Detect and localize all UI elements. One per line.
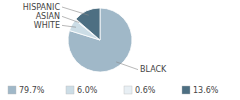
legend-swatch	[182, 86, 190, 94]
pie-slice	[68, 8, 132, 72]
leader-line	[62, 25, 76, 27]
legend-label: 6.0%	[77, 86, 98, 95]
legend-label: 13.6%	[193, 86, 219, 95]
legend-swatch	[124, 86, 132, 94]
legend-swatch	[66, 86, 74, 94]
pie-slice	[76, 8, 100, 40]
chart: HISPANICASIANWHITE BLACK 79.7% 6.0% 0.6% 13.6…	[0, 0, 240, 100]
leader-line	[116, 62, 138, 70]
slice-label: ASIAN	[36, 12, 60, 21]
slice-labels: HISPANICASIANWHITE BLACK	[23, 3, 167, 75]
legend: 79.7% 6.0% 0.6% 13.6%	[8, 86, 219, 95]
slice-label: HISPANIC	[23, 3, 61, 12]
legend-label: 0.6%	[135, 86, 156, 95]
slice-label: WHITE	[34, 21, 60, 30]
slice-label: BLACK	[140, 65, 167, 74]
leader-line	[62, 7, 89, 15]
legend-label: 79.7%	[19, 86, 45, 95]
leader-line	[62, 16, 79, 22]
chart-container: HISPANICASIANWHITE BLACK 79.7% 6.0% 0.6% 13.6…	[0, 0, 240, 100]
pie	[68, 8, 132, 72]
legend-swatch	[8, 86, 16, 94]
